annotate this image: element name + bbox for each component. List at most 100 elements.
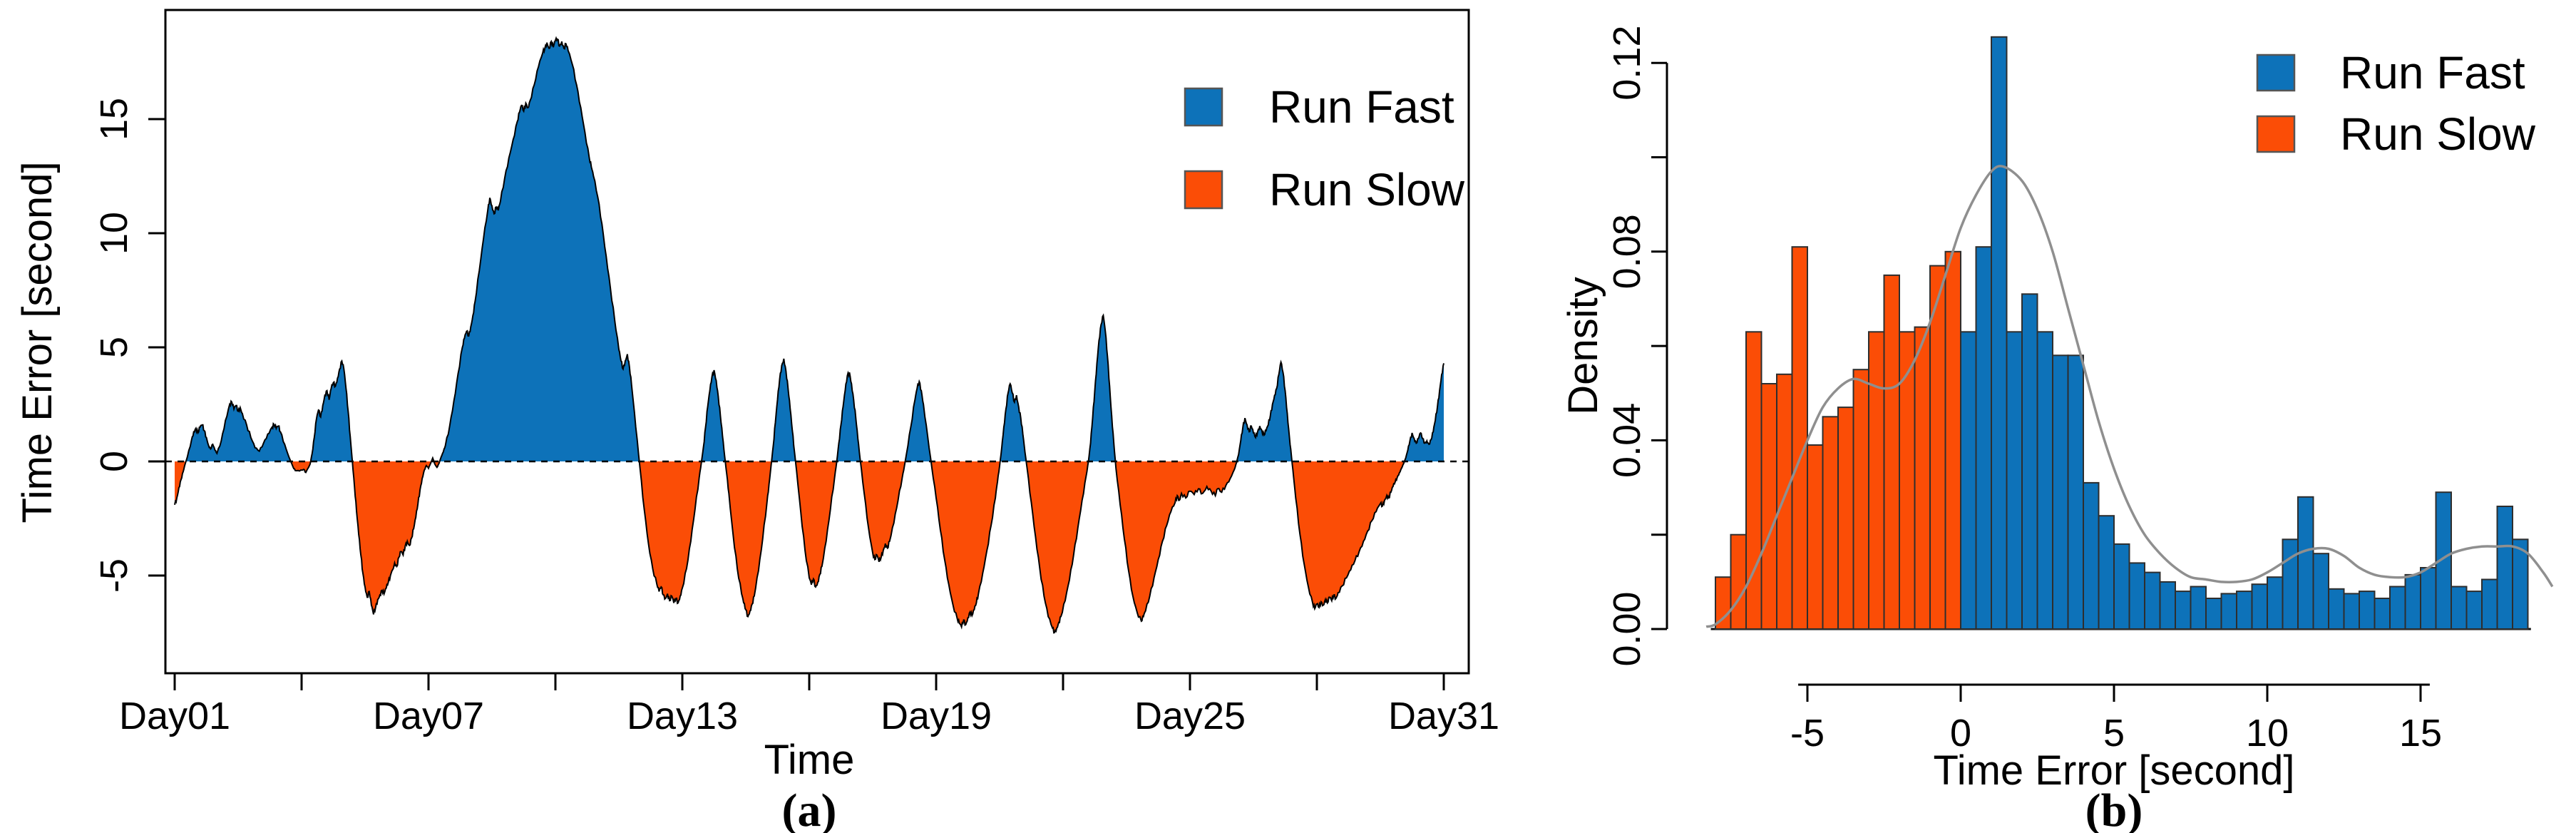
histogram-bar bbox=[1776, 373, 1793, 630]
histogram-bar bbox=[2343, 593, 2360, 630]
histogram-bar bbox=[2144, 571, 2161, 630]
histogram-bar bbox=[2021, 293, 2038, 630]
histogram-bar bbox=[1837, 407, 1854, 630]
y-tick-label-b: 0.04 bbox=[1606, 403, 1648, 478]
histogram-bar bbox=[2251, 583, 2268, 630]
histogram-bar bbox=[2389, 586, 2406, 630]
histogram-bar bbox=[2481, 578, 2498, 630]
x-axis-title-b: Time Error [second] bbox=[1933, 747, 2294, 794]
histogram-bar bbox=[2236, 591, 2253, 630]
histogram-bar bbox=[2312, 553, 2329, 630]
legend-item-run-slow: Run Slow bbox=[1184, 164, 1465, 215]
histogram-bar bbox=[1914, 326, 1931, 630]
bars-run-slow bbox=[1715, 246, 1961, 630]
histogram-bar bbox=[1730, 533, 1747, 630]
histogram-bar bbox=[2128, 562, 2145, 630]
y-axis-title-b: Density bbox=[1560, 277, 1606, 414]
histogram-bar bbox=[1822, 416, 1839, 630]
histogram-bar bbox=[2435, 491, 2452, 630]
histogram-bar bbox=[2190, 586, 2207, 630]
y-axis-title-a: Time Error [second] bbox=[14, 161, 61, 523]
x-tick-label-a: Day31 bbox=[1388, 695, 1499, 737]
histogram-bar bbox=[2420, 567, 2437, 630]
x-tick-label-a: Day25 bbox=[1134, 695, 1246, 737]
kde-density-curve bbox=[1705, 165, 2554, 628]
y-tick-label-a: 15 bbox=[93, 98, 135, 140]
histogram-bar bbox=[2220, 593, 2237, 630]
x-axis-title-a: Time bbox=[764, 737, 855, 783]
y-tick-label-b: 0.00 bbox=[1606, 591, 1648, 666]
legend-label: Run Slow bbox=[2340, 108, 2536, 160]
x-tick-label-a: Day01 bbox=[119, 695, 230, 737]
y-tick-label-a: 5 bbox=[93, 337, 135, 358]
histogram-bar bbox=[2496, 506, 2513, 630]
timeseries-outline bbox=[174, 36, 1444, 634]
histogram-bar bbox=[2006, 331, 2023, 630]
histogram-bar bbox=[2328, 588, 2345, 630]
legend-swatch bbox=[2256, 115, 2296, 153]
x-tick-label-a: Day13 bbox=[627, 695, 738, 737]
histogram-bar bbox=[1791, 246, 1808, 630]
legend-swatch bbox=[2256, 53, 2296, 92]
histogram-bar bbox=[2067, 354, 2084, 630]
histogram-bar bbox=[2113, 543, 2130, 630]
histogram-bar bbox=[2451, 586, 2468, 630]
x-tick-label-a: Day07 bbox=[373, 695, 484, 737]
histogram-bar bbox=[2282, 538, 2299, 630]
timeseries-area-run-slow bbox=[175, 461, 1444, 633]
histogram-bar bbox=[1807, 444, 1824, 630]
bars-run-fast bbox=[1960, 36, 2529, 630]
histogram-bar bbox=[2083, 481, 2100, 630]
x-tick-label-b: 10 bbox=[2246, 712, 2289, 755]
timeseries-area-run-fast bbox=[175, 38, 1444, 461]
histogram-bar bbox=[1883, 274, 1900, 630]
histogram-bar bbox=[2036, 331, 2053, 630]
caption-a: (a) bbox=[782, 785, 837, 833]
x-tick-label-b: 15 bbox=[2399, 712, 2442, 755]
legend-label: Run Slow bbox=[1269, 164, 1465, 215]
legend-item-run-slow: Run Slow bbox=[2256, 108, 2536, 160]
histogram-bar bbox=[2098, 515, 2115, 630]
histogram-bar bbox=[2159, 581, 2176, 630]
y-tick-label-a: 0 bbox=[93, 451, 135, 472]
panel-b-plot-area: 0.00 0.04 0.08 0.12 -5 0 5 10 15 Run Fast Run Slow bbox=[1606, 26, 2554, 755]
histogram-bar bbox=[1944, 250, 1961, 630]
legend-swatch bbox=[1184, 170, 1223, 210]
histogram-bar bbox=[1760, 383, 1777, 630]
panel-b-histogram-chart: 0.00 0.04 0.08 0.12 -5 0 5 10 15 Run Fast Run Slow… bbox=[1560, 26, 2554, 833]
x-tick-label-b: 5 bbox=[2103, 712, 2125, 755]
panel-a-time-series-chart: Day01 Day07 Day13 Day19 Day25 Day31 -5 0 5 10 15 Ru… bbox=[14, 9, 1499, 833]
histogram-bar bbox=[1975, 246, 1992, 630]
plot-border-a bbox=[164, 9, 1470, 675]
histogram-bar bbox=[2052, 354, 2069, 630]
histogram-bar bbox=[1960, 331, 1977, 630]
legend-label: Run Fast bbox=[1269, 81, 1454, 133]
histogram-bar bbox=[2404, 573, 2421, 630]
histogram-bar bbox=[2267, 576, 2284, 630]
histogram-bar bbox=[2359, 591, 2376, 630]
histogram-bar bbox=[2374, 598, 2391, 630]
histogram-bar bbox=[1991, 36, 2008, 630]
y-tick-label-b: 0.12 bbox=[1606, 26, 1648, 101]
x-tick-label-b: 0 bbox=[1950, 712, 1971, 755]
y-tick-label-a: -5 bbox=[93, 558, 135, 593]
histogram-bar bbox=[2297, 496, 2314, 630]
histogram-bar bbox=[2175, 591, 2192, 630]
y-tick-label-a: 10 bbox=[93, 212, 135, 255]
histogram-bar bbox=[1852, 369, 1869, 630]
histogram-bar bbox=[1868, 331, 1885, 630]
histogram-bar bbox=[1929, 265, 1946, 630]
histogram-bar bbox=[2465, 591, 2483, 630]
x-tick-label-b: -5 bbox=[1790, 712, 1825, 755]
histogram-bar bbox=[2205, 598, 2222, 630]
legend-label: Run Fast bbox=[2340, 47, 2525, 98]
legend-item-run-fast: Run Fast bbox=[1184, 81, 1454, 133]
legend-item-run-fast: Run Fast bbox=[2256, 47, 2525, 98]
y-tick-label-b: 0.08 bbox=[1606, 214, 1648, 289]
histogram-bar bbox=[2512, 538, 2529, 630]
panel-a-plot-area: Day01 Day07 Day13 Day19 Day25 Day31 -5 0 5 10 15 Ru… bbox=[93, 9, 1499, 737]
caption-b: (b) bbox=[2085, 785, 2143, 833]
legend-swatch bbox=[1184, 87, 1223, 127]
x-tick-label-a: Day19 bbox=[881, 695, 992, 737]
